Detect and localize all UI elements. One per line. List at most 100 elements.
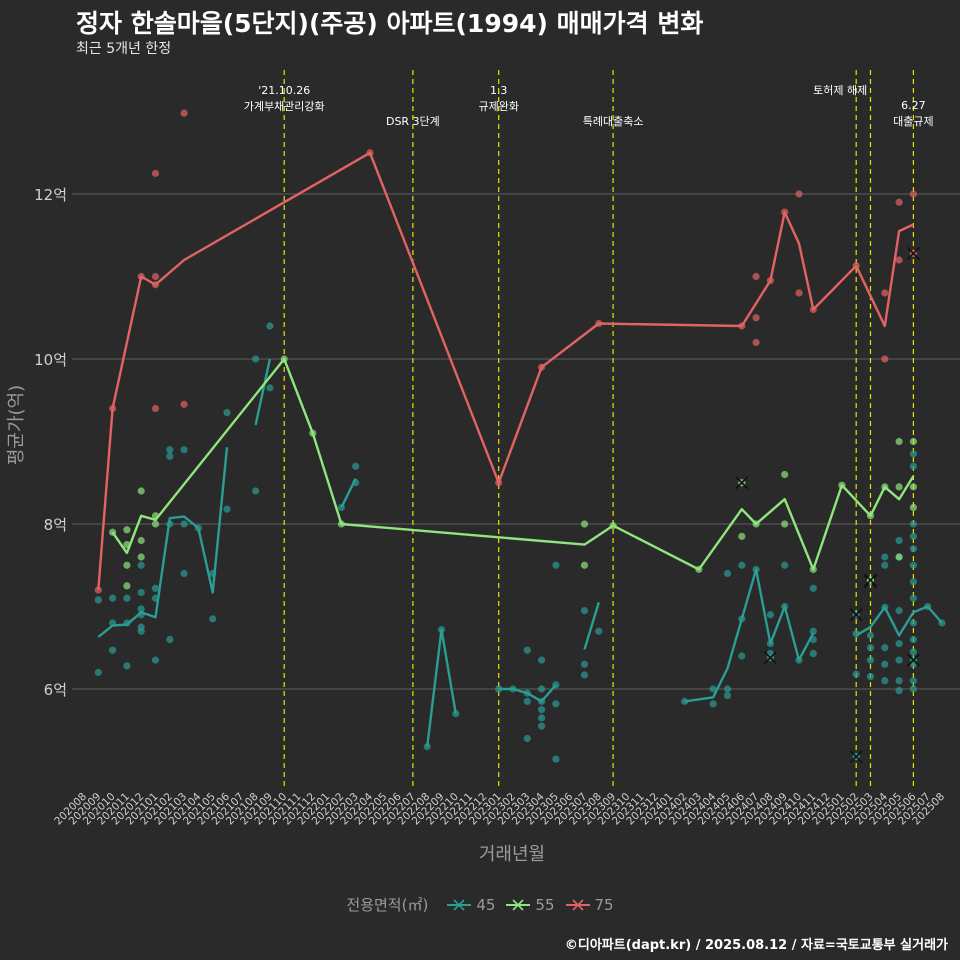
data-point-45: [180, 520, 188, 528]
axes: 6억8억10억12억202008202009202010202011202012…: [6, 186, 947, 865]
data-point-75: [151, 404, 160, 413]
data-point-45: [123, 594, 131, 602]
y-tick-label: 8억: [44, 516, 67, 534]
data-point-55: [137, 553, 145, 561]
series-layer: [94, 109, 946, 764]
data-point-45: [252, 355, 260, 363]
event-label: 1.3: [490, 84, 508, 97]
data-point-45: [738, 652, 746, 660]
data-point-75: [881, 355, 889, 363]
data-point-45: [738, 561, 746, 569]
data-point-45: [881, 644, 889, 652]
cross-stroke: [863, 573, 878, 587]
data-point-75: [151, 272, 160, 281]
legend-key-75: [565, 898, 590, 911]
source-caption: ©디아파트(dapt.kr) / 2025.08.12 / 자료=국토교통부 실…: [564, 938, 948, 953]
event-label: DSR 3단계: [386, 115, 440, 128]
x-axis-title: 거래년월: [479, 844, 545, 865]
data-point-45: [94, 596, 102, 604]
data-point-45: [166, 635, 174, 644]
data-point-45: [538, 714, 546, 722]
data-point-45: [866, 644, 875, 652]
data-point-45: [123, 662, 131, 670]
data-point-45: [180, 569, 188, 578]
data-point-45: [523, 734, 531, 743]
data-point-55: [137, 487, 145, 495]
data-point-45: [252, 487, 260, 495]
cross-marker-45: [849, 608, 863, 622]
data-point-45: [223, 409, 231, 417]
legend-key-55: [506, 898, 531, 911]
data-point-45: [109, 646, 117, 654]
data-point-45: [909, 648, 918, 656]
data-point-45: [709, 700, 717, 708]
legend-item-75[interactable]: 75: [565, 896, 614, 914]
series-line-45: [97, 447, 229, 638]
data-point-75: [752, 272, 760, 281]
data-point-55: [123, 561, 131, 569]
series-line-45: [855, 605, 943, 637]
data-point-45: [781, 561, 789, 569]
data-point-55: [895, 483, 903, 491]
data-point-45: [723, 692, 732, 700]
data-point-45: [223, 505, 231, 513]
data-point-55: [895, 437, 903, 446]
data-point-45: [895, 536, 903, 545]
data-point-45: [94, 668, 102, 677]
series-line-45: [340, 478, 357, 509]
data-point-55: [580, 520, 589, 528]
data-point-45: [580, 660, 589, 668]
data-point-45: [866, 656, 875, 664]
data-point-75: [180, 109, 188, 117]
legend-key-45: [447, 898, 472, 911]
data-point-45: [895, 656, 903, 664]
data-point-45: [180, 446, 188, 454]
data-point-45: [166, 452, 174, 460]
data-point-45: [595, 627, 603, 635]
data-point-45: [895, 677, 903, 685]
data-point-75: [180, 400, 188, 408]
data-point-75: [752, 314, 760, 322]
chart-title: 정자 한솔마을(5단지)(주공) 아파트(1994) 매매가격 변화: [76, 9, 704, 38]
legend-item-45[interactable]: 45: [446, 896, 495, 914]
event-label: 가계부채관리강화: [244, 100, 325, 113]
data-point-55: [909, 437, 918, 446]
data-point-45: [866, 631, 875, 639]
data-point-45: [723, 569, 732, 578]
data-point-75: [151, 169, 160, 177]
data-point-45: [909, 578, 918, 586]
cross-stroke: [849, 608, 863, 622]
legend-label-75: 75: [594, 895, 614, 914]
data-point-45: [137, 561, 145, 569]
series-line-45: [498, 684, 557, 703]
cross-stroke: [906, 653, 920, 667]
data-point-75: [895, 198, 903, 206]
event-label: 토허제 해제: [813, 83, 867, 97]
series-line-75: [97, 151, 914, 591]
cross-marker-55: [735, 476, 749, 490]
data-point-45: [209, 615, 217, 623]
data-point-45: [866, 673, 875, 681]
y-axis-title: 평균가(억): [6, 385, 27, 465]
y-tick-label: 10억: [34, 351, 67, 369]
series-line-45: [583, 602, 600, 650]
data-point-55: [123, 526, 131, 534]
data-point-45: [151, 656, 160, 664]
data-point-45: [909, 685, 918, 693]
cross-stroke: [763, 651, 777, 665]
series-line-45: [684, 568, 815, 703]
chart-subtitle: 최근 5개년 한정: [76, 41, 172, 57]
data-point-45: [881, 660, 889, 668]
legend-item-55[interactable]: 55: [505, 896, 555, 914]
data-point-75: [881, 289, 889, 297]
data-point-45: [909, 462, 918, 470]
data-point-45: [523, 697, 531, 705]
data-point-45: [809, 627, 817, 635]
series-line-45: [254, 358, 272, 426]
data-point-45: [538, 685, 546, 693]
data-point-75: [795, 190, 803, 198]
event-label: 특례대출축소: [583, 115, 644, 128]
event-label: 6.27: [901, 99, 926, 112]
data-point-55: [137, 536, 145, 545]
data-point-45: [523, 646, 531, 654]
